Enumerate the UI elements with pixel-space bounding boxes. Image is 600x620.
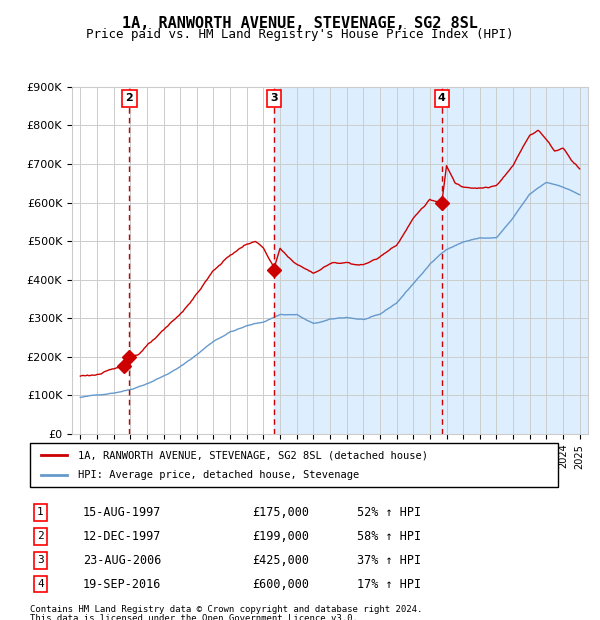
- Text: Price paid vs. HM Land Registry's House Price Index (HPI): Price paid vs. HM Land Registry's House …: [86, 28, 514, 41]
- Text: £425,000: £425,000: [252, 554, 309, 567]
- Text: 4: 4: [37, 579, 44, 589]
- Text: 2: 2: [125, 94, 133, 104]
- Text: 2: 2: [37, 531, 44, 541]
- Text: £199,000: £199,000: [252, 530, 309, 542]
- Text: 3: 3: [270, 94, 278, 104]
- Text: 12-DEC-1997: 12-DEC-1997: [83, 530, 161, 542]
- Text: £600,000: £600,000: [252, 578, 309, 590]
- Text: 52% ↑ HPI: 52% ↑ HPI: [358, 506, 421, 519]
- Text: 1: 1: [37, 507, 44, 518]
- Bar: [274, 87, 588, 434]
- Text: 58% ↑ HPI: 58% ↑ HPI: [358, 530, 421, 542]
- Text: 37% ↑ HPI: 37% ↑ HPI: [358, 554, 421, 567]
- Text: 1A, RANWORTH AVENUE, STEVENAGE, SG2 8SL: 1A, RANWORTH AVENUE, STEVENAGE, SG2 8SL: [122, 16, 478, 30]
- Text: 15-AUG-1997: 15-AUG-1997: [83, 506, 161, 519]
- Text: £175,000: £175,000: [252, 506, 309, 519]
- Text: HPI: Average price, detached house, Stevenage: HPI: Average price, detached house, Stev…: [77, 469, 359, 479]
- Text: 4: 4: [438, 94, 446, 104]
- Text: 17% ↑ HPI: 17% ↑ HPI: [358, 578, 421, 590]
- Text: 19-SEP-2016: 19-SEP-2016: [83, 578, 161, 590]
- Text: 23-AUG-2006: 23-AUG-2006: [83, 554, 161, 567]
- Text: 1A, RANWORTH AVENUE, STEVENAGE, SG2 8SL (detached house): 1A, RANWORTH AVENUE, STEVENAGE, SG2 8SL …: [77, 451, 428, 461]
- Text: This data is licensed under the Open Government Licence v3.0.: This data is licensed under the Open Gov…: [30, 614, 358, 620]
- FancyBboxPatch shape: [30, 443, 558, 487]
- Text: 3: 3: [37, 555, 44, 565]
- Text: Contains HM Land Registry data © Crown copyright and database right 2024.: Contains HM Land Registry data © Crown c…: [30, 604, 422, 614]
